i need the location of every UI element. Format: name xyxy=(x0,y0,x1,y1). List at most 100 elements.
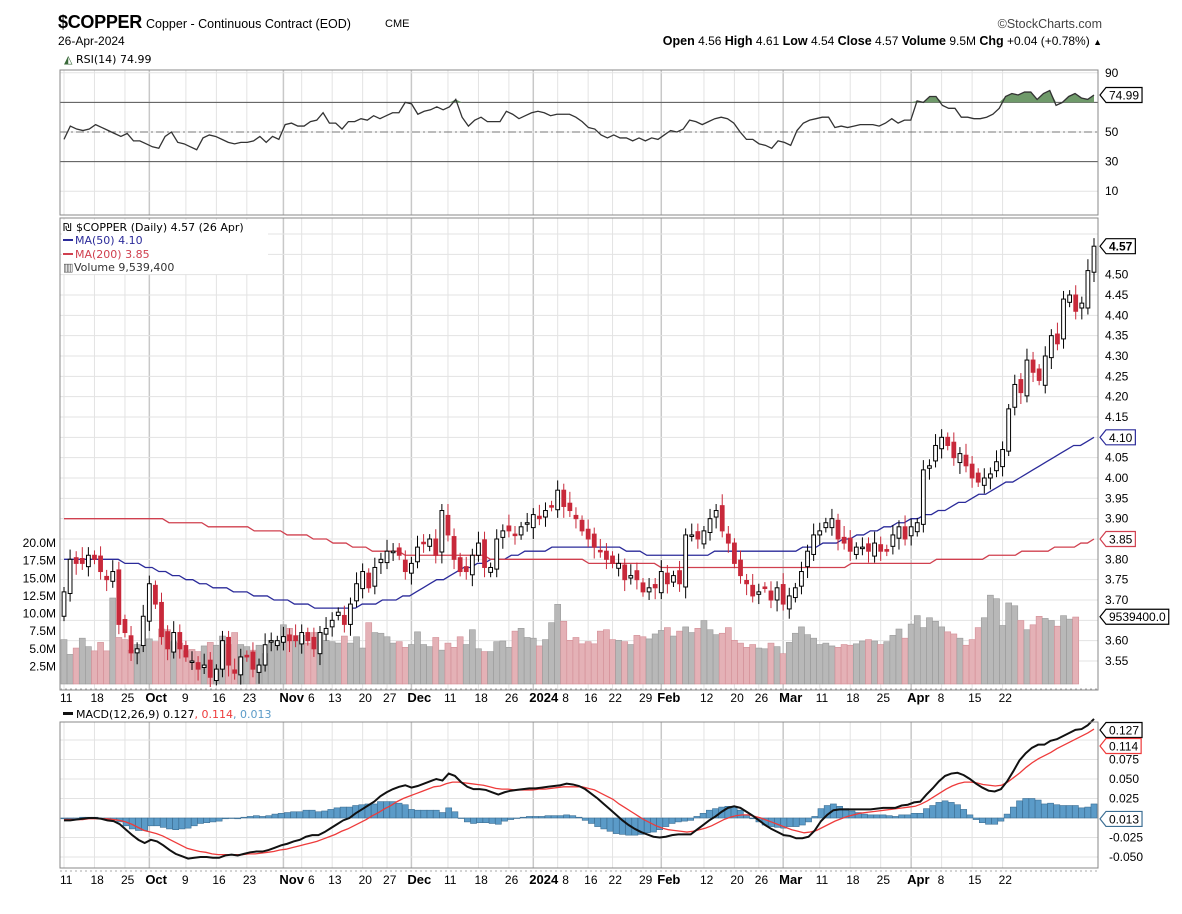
candle-body xyxy=(933,444,938,462)
candle-body xyxy=(646,587,652,593)
price-legend: ₪ $COPPER (Daily) 4.57 (26 Apr) MA(50) 4… xyxy=(62,220,268,274)
x-tick-label-bottom: 2024 xyxy=(529,872,559,887)
candle-body xyxy=(281,636,286,643)
candle-body xyxy=(153,584,158,605)
macd-histogram-bar xyxy=(495,817,502,825)
macd-histogram-bar xyxy=(997,817,1005,822)
candle-body xyxy=(488,566,494,573)
x-tick-label: 13 xyxy=(328,691,342,705)
macd-histogram-bar xyxy=(941,800,949,819)
macd-histogram-bar xyxy=(178,817,186,830)
candle-body xyxy=(817,530,823,536)
macd-histogram-bar xyxy=(1003,813,1011,819)
macd-histogram-bar xyxy=(1078,807,1085,819)
candle-body xyxy=(530,514,536,529)
candle-body xyxy=(402,559,408,573)
candle-body xyxy=(378,558,384,564)
macd-histogram-bar xyxy=(1028,798,1036,819)
macd-histogram-bar xyxy=(774,817,781,828)
x-tick-label-bottom: Nov xyxy=(279,872,304,887)
macd-histogram-bar xyxy=(308,809,316,819)
x-tick-label-bottom: 16 xyxy=(212,873,226,887)
candle-body xyxy=(433,538,439,556)
volume-bar xyxy=(389,642,397,685)
candle-body xyxy=(939,436,945,450)
volume-bar xyxy=(590,643,598,685)
candle-body xyxy=(927,465,932,469)
candle-body xyxy=(823,522,829,529)
candle-body xyxy=(518,526,524,536)
rsi-legend-text: RSI(14) 74.99 xyxy=(76,53,151,66)
volume-bar xyxy=(743,647,750,685)
candle-body xyxy=(1055,333,1060,345)
volume-bar xyxy=(633,635,641,685)
volume-bar xyxy=(146,638,153,685)
volume-bar xyxy=(109,597,117,685)
candle-body xyxy=(683,534,689,588)
volume-bar xyxy=(798,626,805,685)
volume-bar xyxy=(60,639,68,685)
rsi-panel xyxy=(60,89,1098,163)
candle-body xyxy=(890,534,896,547)
macd-histogram-bar xyxy=(581,817,589,821)
macd-histogram-bar xyxy=(923,808,930,819)
volume-bar xyxy=(487,651,494,685)
candle-body xyxy=(640,582,646,593)
volume-bar xyxy=(706,629,714,685)
candle-body xyxy=(622,564,628,581)
candle-body xyxy=(134,648,140,654)
volume-bar xyxy=(755,647,763,685)
volume-bar xyxy=(408,644,415,685)
price-tick-label: 3.70 xyxy=(1105,593,1129,607)
candle-body xyxy=(1067,294,1073,303)
candle-body xyxy=(1073,294,1079,312)
rsi-tick-label: 90 xyxy=(1105,66,1119,80)
x-tick-label-bottom: 16 xyxy=(584,873,598,887)
x-tick-label: Nov xyxy=(279,690,304,705)
brand-link[interactable]: ©StockCharts.com xyxy=(997,17,1102,31)
volume-bar xyxy=(572,637,580,685)
macd-histogram-bar xyxy=(1072,805,1079,819)
macd-legend-value: 0.127 xyxy=(163,708,195,721)
macd-histogram-bar xyxy=(966,814,974,819)
rsi-mountain-icon: ◭ xyxy=(64,53,73,66)
candle-body xyxy=(1024,359,1030,397)
volume-bar xyxy=(1072,616,1080,685)
volume-bar xyxy=(657,630,665,685)
candle-body xyxy=(585,528,591,540)
macd-histogram-bar xyxy=(290,811,297,819)
macd-histogram-bar xyxy=(929,805,936,819)
macd-histogram-bar xyxy=(861,813,868,819)
candle-body xyxy=(73,557,79,564)
candle-body xyxy=(543,510,548,518)
symbol-description: Copper - Continuous Contract (EOD) xyxy=(146,17,351,31)
low-label: Low xyxy=(782,34,808,48)
x-tick-label-bottom: 25 xyxy=(877,873,891,887)
candle-body xyxy=(274,640,280,647)
candle-body xyxy=(591,533,597,548)
volume-bar xyxy=(450,647,458,685)
candle-body xyxy=(213,668,219,682)
candle-body xyxy=(945,436,951,446)
volume-bar xyxy=(383,636,391,685)
x-tick-label: 27 xyxy=(383,691,397,705)
x-tick-label-bottom: 18 xyxy=(90,873,104,887)
x-tick-label-bottom: 6 xyxy=(308,873,315,887)
candle-body xyxy=(293,635,298,642)
macd-histogram-bar xyxy=(569,815,577,819)
macd-histogram-bar xyxy=(463,817,471,823)
candle-body xyxy=(506,525,512,532)
volume-bar xyxy=(664,627,671,685)
macd-histogram-bar xyxy=(550,815,558,819)
macd-histogram-bar xyxy=(259,816,266,819)
candle-body xyxy=(920,469,926,525)
volume-bar xyxy=(871,640,878,685)
volume-tick-label: 20.0M xyxy=(23,536,56,550)
value-flag-text: 4.10 xyxy=(1109,431,1133,445)
value-flag-text: 0.127 xyxy=(1109,724,1139,738)
volume-bar xyxy=(785,642,793,685)
volume-bar xyxy=(334,642,342,685)
candle-body xyxy=(201,664,207,669)
candle-body xyxy=(238,656,244,676)
